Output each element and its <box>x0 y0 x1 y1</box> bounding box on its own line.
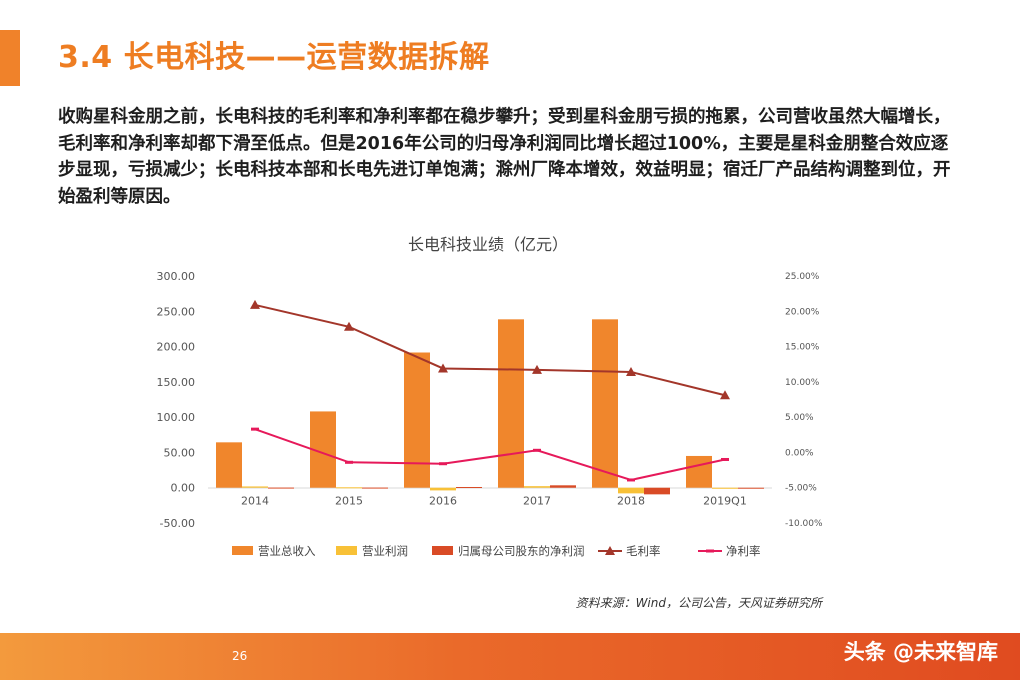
line-2-point <box>251 427 259 431</box>
page-number: 26 <box>232 649 248 663</box>
legend: 营业总收入 营业利润 归属母公司股东的净利润 毛利率 净利率 <box>232 544 761 558</box>
bar-1-2016 <box>404 352 430 488</box>
legend-marker <box>605 546 615 555</box>
right-tick-label: 5.00% <box>785 413 814 423</box>
right-tick-label: 25.00% <box>785 272 820 282</box>
right-tick-label: 10.00% <box>785 378 820 388</box>
title-accent-bar <box>0 30 20 86</box>
legend-label: 毛利率 <box>626 544 661 558</box>
source-note: 资料来源：Wind，公司公告，天风证券研究所 <box>576 596 824 610</box>
line-1 <box>254 303 726 397</box>
category-label: 2018 <box>617 495 645 508</box>
bar-1-2018 <box>592 319 618 488</box>
left-tick-label: 0.00 <box>171 482 196 495</box>
left-tick-label: 250.00 <box>157 305 196 318</box>
line-2-point <box>721 457 729 461</box>
line-1-point <box>250 299 260 309</box>
left-tick-label: 100.00 <box>157 411 196 424</box>
body-text: 收购星科金朋之前，长电科技的毛利率和净利率都在稳步攀升；受到星科金朋亏损的拖累，… <box>58 107 951 207</box>
legend-label: 营业总收入 <box>258 544 316 558</box>
legend-swatch <box>232 546 253 555</box>
bar-3-2019Q1 <box>738 487 764 489</box>
category-label: 2019Q1 <box>703 495 747 508</box>
bar-3-2016 <box>456 487 482 489</box>
line-1-point <box>532 364 542 374</box>
line-2-point <box>345 460 353 464</box>
line-series <box>250 299 730 482</box>
bar-2-2017 <box>524 486 550 488</box>
line-2-point <box>627 478 635 482</box>
line-1-point <box>720 390 730 400</box>
legend-label: 归属母公司股东的净利润 <box>458 544 585 558</box>
line-1-point <box>438 363 448 373</box>
right-tick-label: 20.00% <box>785 307 820 317</box>
left-tick-label: 50.00 <box>164 446 196 459</box>
line-2 <box>254 428 726 481</box>
bar-3-2018 <box>644 487 670 495</box>
bar-3-2017 <box>550 485 576 488</box>
performance-chart: 长电科技业绩（亿元） 300.00 250.00 200.00 150.00 100.0… <box>157 235 824 610</box>
bar-1-2019Q1 <box>686 455 712 488</box>
bar-3-2014 <box>268 487 294 489</box>
category-labels: 2014 2015 2016 2017 2018 2019Q1 <box>241 495 747 508</box>
bar-1-2017 <box>498 319 524 488</box>
right-tick-label: -10.00% <box>785 519 823 529</box>
left-tick-label: 200.00 <box>157 341 196 354</box>
watermark: 头条 @未来智库 <box>843 640 998 664</box>
left-tick-label: -50.00 <box>160 517 195 530</box>
left-tick-label: 150.00 <box>157 376 196 389</box>
right-axis-ticks: 25.00% 20.00% 15.00% 10.00% 5.00% 0.00% -5.00%… <box>785 272 823 529</box>
legend-label: 净利率 <box>726 544 761 558</box>
left-axis-ticks: 300.00 250.00 200.00 150.00 100.00 50.00 0.00 -… <box>157 270 196 530</box>
right-tick-label: 15.00% <box>785 343 820 353</box>
bar-3-2015 <box>362 487 388 489</box>
bar-2-2019Q1 <box>712 487 738 489</box>
bar-1-2014 <box>216 442 242 488</box>
legend-swatch <box>336 546 357 555</box>
legend-label: 营业利润 <box>362 544 408 558</box>
bar-2-2015 <box>336 487 362 489</box>
category-label: 2015 <box>335 495 363 508</box>
legend-swatch <box>432 546 453 555</box>
right-tick-label: 0.00% <box>785 448 814 458</box>
line-2-point <box>439 462 447 466</box>
line-1-point <box>626 366 636 376</box>
line-1-point <box>344 321 354 331</box>
category-label: 2017 <box>523 495 551 508</box>
category-label: 2014 <box>241 495 269 508</box>
chart-title: 长电科技业绩（亿元） <box>408 235 568 254</box>
left-tick-label: 300.00 <box>157 270 196 283</box>
right-tick-label: -5.00% <box>785 484 817 494</box>
bar-2-2016 <box>430 487 456 491</box>
footer-bar <box>0 633 1020 680</box>
line-2-point <box>533 448 541 452</box>
category-label: 2016 <box>429 495 457 508</box>
legend-marker <box>706 549 714 553</box>
slide-title: 3.4 长电科技——运营数据拆解 <box>58 40 490 75</box>
bar-2-2014 <box>242 486 268 488</box>
bar-2-2018 <box>618 487 644 494</box>
bar-series <box>216 319 764 495</box>
